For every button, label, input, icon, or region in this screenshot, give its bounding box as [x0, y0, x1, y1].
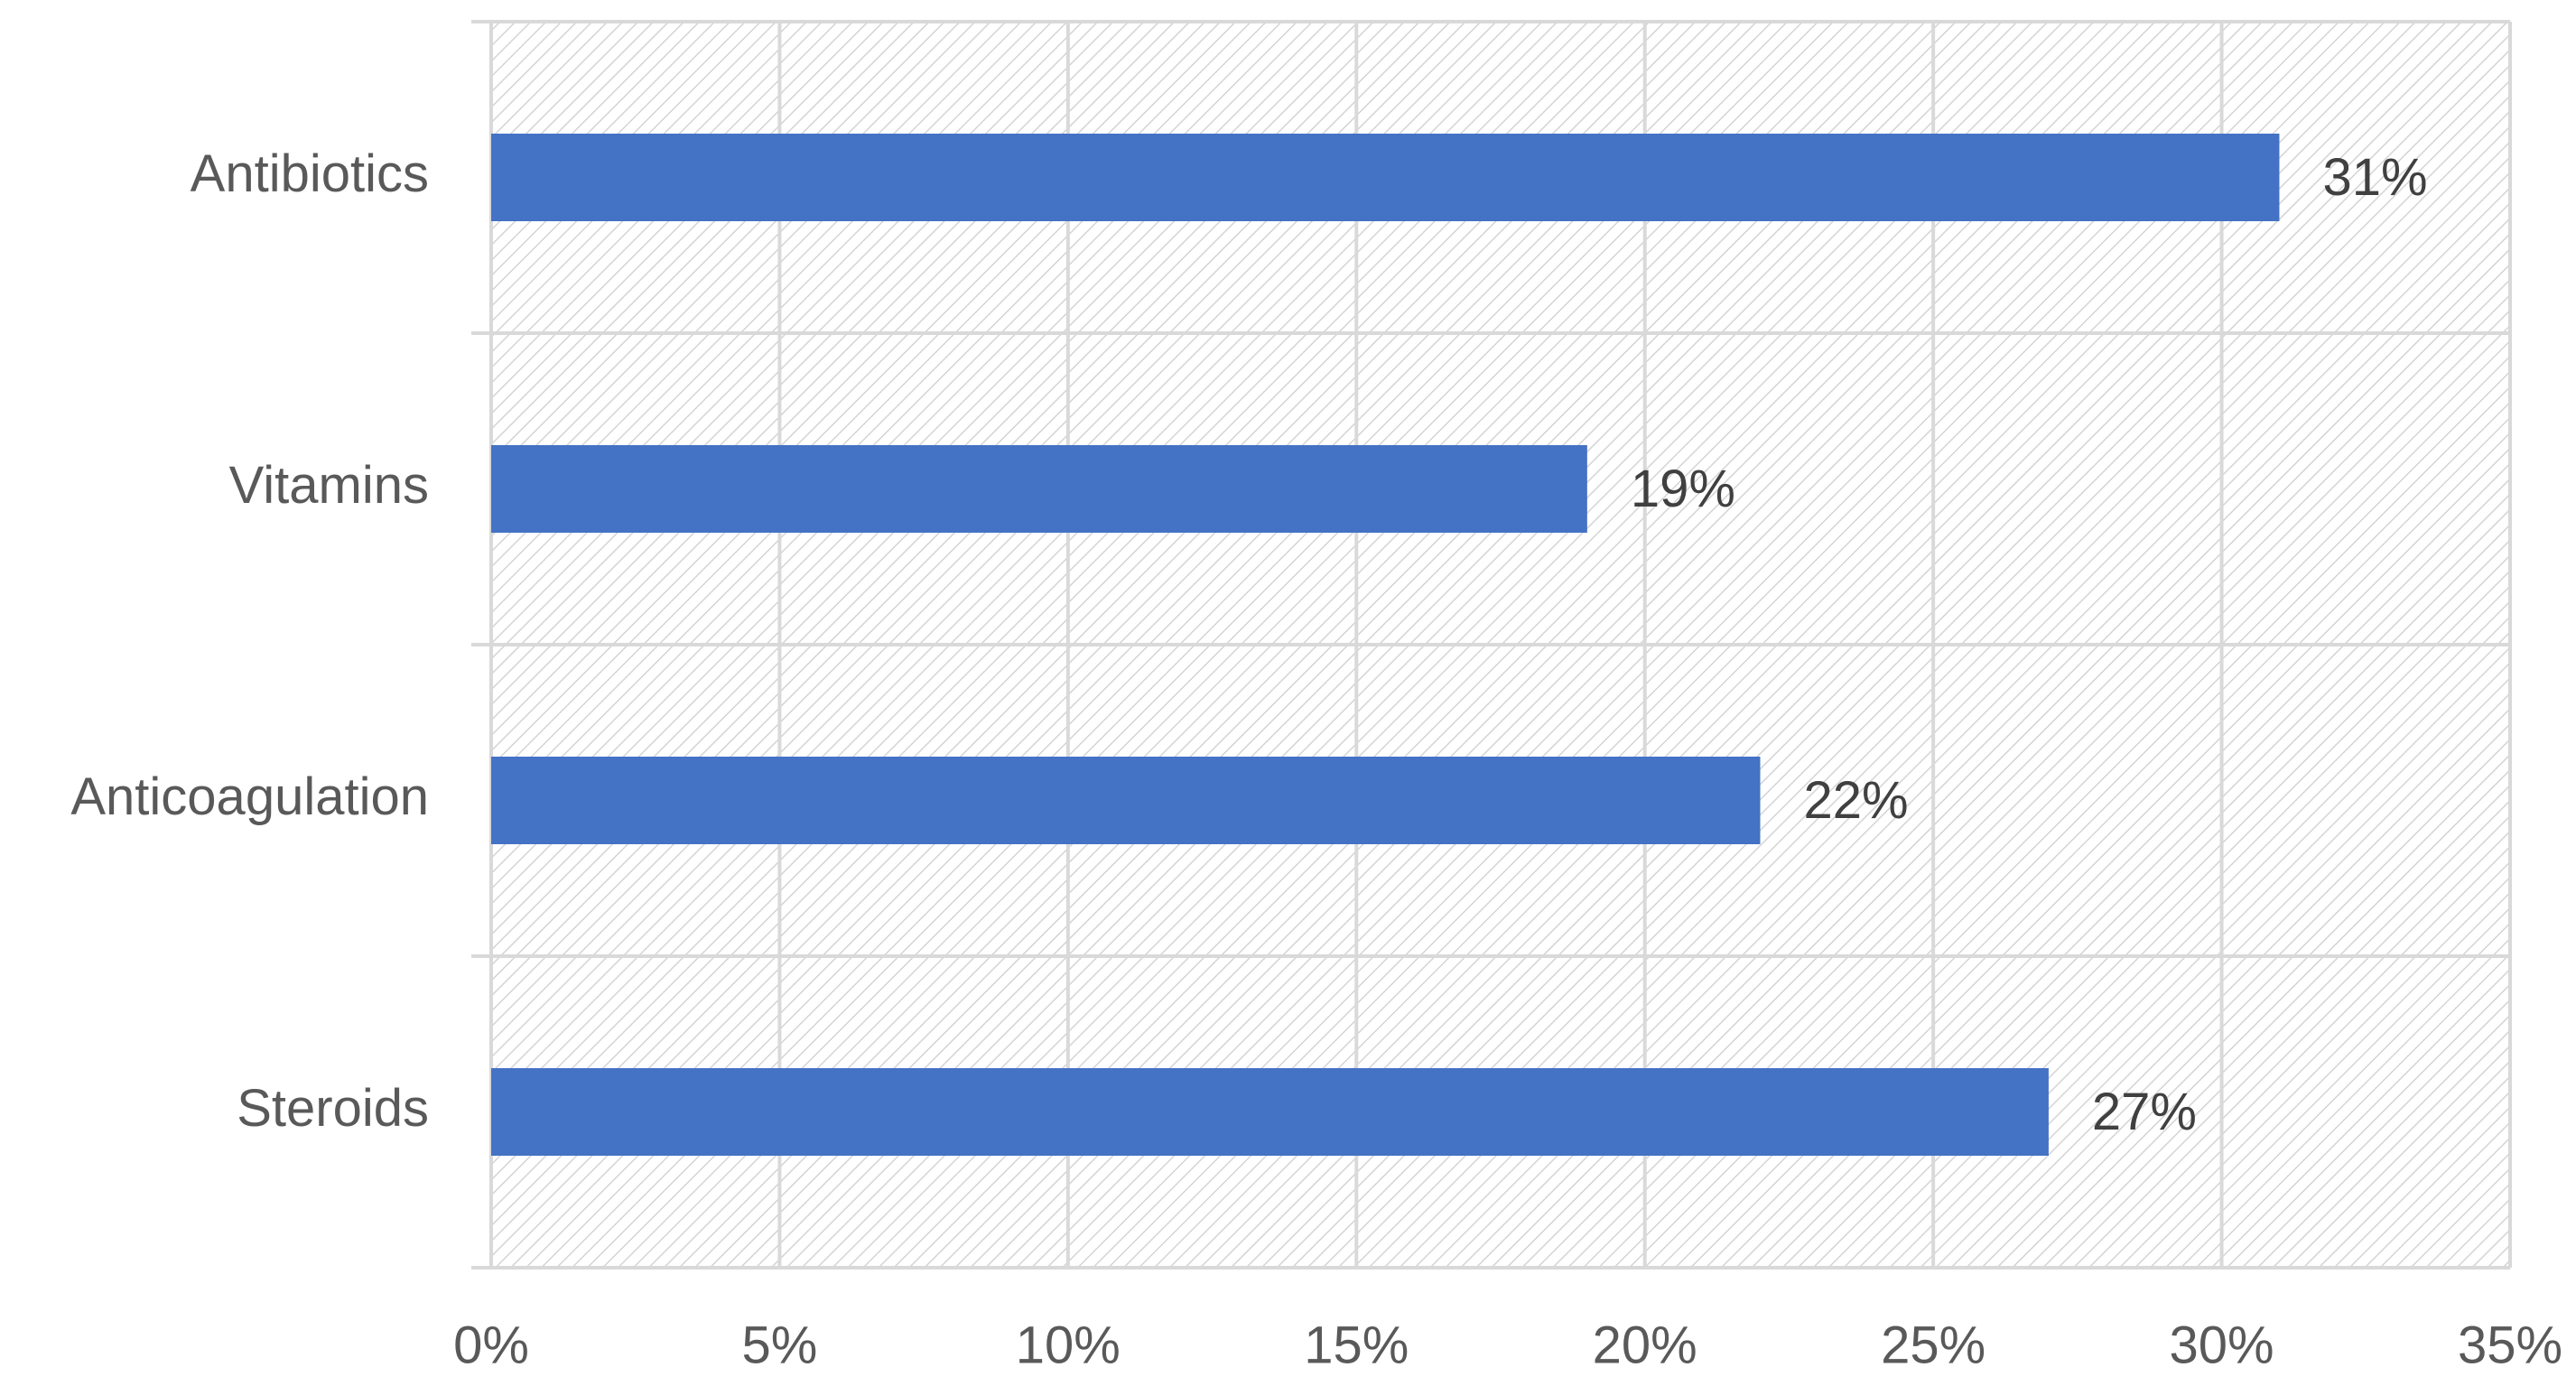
- x-tick-label: 10%: [1016, 1316, 1121, 1374]
- x-tick-label: 0%: [453, 1316, 529, 1374]
- x-tick-label: 20%: [1593, 1316, 1697, 1374]
- bar: [491, 445, 1587, 533]
- y-tick-label: Anticoagulation: [70, 767, 429, 826]
- x-tick-label: 30%: [2170, 1316, 2274, 1374]
- bar: [491, 134, 2280, 221]
- value-label: 27%: [2092, 1083, 2197, 1141]
- y-tick-label: Vitamins: [229, 456, 429, 515]
- x-tick-label: 5%: [742, 1316, 818, 1374]
- bar: [491, 757, 1761, 844]
- value-label: 19%: [1631, 460, 1735, 518]
- y-tick-label: Antibiotics: [191, 144, 429, 203]
- value-label: 31%: [2322, 148, 2427, 207]
- bar: [491, 1068, 2049, 1156]
- value-label: 22%: [1803, 771, 1908, 830]
- x-tick-label: 15%: [1304, 1316, 1409, 1374]
- y-tick-label: Steroids: [237, 1079, 429, 1138]
- x-tick-label: 25%: [1881, 1316, 1985, 1374]
- x-tick-label: 35%: [2458, 1316, 2562, 1374]
